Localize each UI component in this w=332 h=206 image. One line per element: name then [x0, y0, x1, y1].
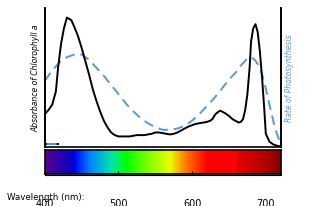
Y-axis label: Rate of Photosynthesis: Rate of Photosynthesis [285, 35, 294, 122]
Text: Wavelength (nm):: Wavelength (nm): [7, 192, 84, 201]
Y-axis label: Absorbance of Chlorophyll a: Absorbance of Chlorophyll a [32, 25, 41, 132]
